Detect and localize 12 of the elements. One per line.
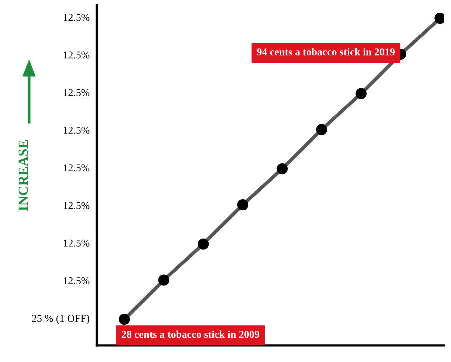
text: 12.5% (64, 52, 90, 59)
text: 12.5% (64, 277, 90, 285)
text: 12.5% (64, 164, 90, 172)
annotation: 28 cents a tobacco stick in 2009 (122, 330, 260, 338)
y-axis-title: INCREASE (18, 140, 28, 211)
text: 25 % (1 OFF) (32, 314, 90, 324)
text: 12.5% (64, 126, 90, 134)
text: 12.5% (64, 89, 90, 96)
text: 12.5% (64, 240, 90, 247)
text: 12.5% (64, 202, 90, 210)
text: 12.5% (64, 14, 90, 22)
annotation: 94 cents a tobacco stick in 2019 (257, 48, 395, 56)
